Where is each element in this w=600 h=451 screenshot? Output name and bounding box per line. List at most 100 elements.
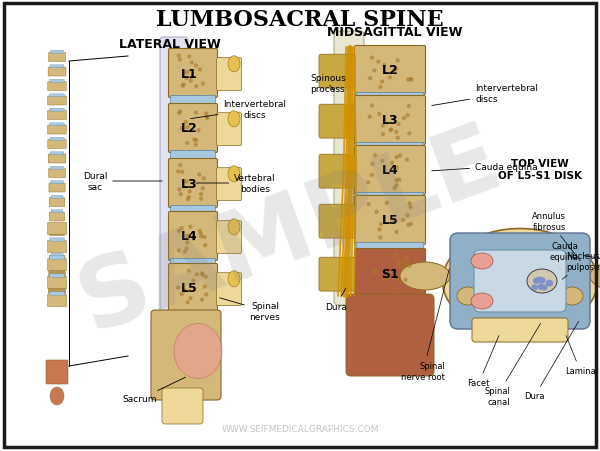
Circle shape [189,226,192,229]
FancyBboxPatch shape [170,259,215,272]
Text: L4: L4 [382,164,398,177]
Circle shape [187,270,190,272]
FancyBboxPatch shape [319,105,355,139]
Ellipse shape [174,324,222,379]
Text: TOP VIEW
OF L5-S1 DISK: TOP VIEW OF L5-S1 DISK [498,159,582,180]
Circle shape [195,86,198,88]
Text: L5: L5 [181,282,197,295]
Circle shape [406,214,409,217]
Circle shape [194,64,197,68]
FancyBboxPatch shape [47,259,67,271]
FancyBboxPatch shape [217,221,241,254]
Ellipse shape [471,293,493,309]
Text: Spinal
nerve root: Spinal nerve root [401,269,449,381]
Circle shape [542,285,547,290]
Text: LATERAL VIEW: LATERAL VIEW [119,37,221,51]
Ellipse shape [471,253,493,269]
FancyBboxPatch shape [49,271,65,279]
Circle shape [195,139,198,143]
FancyBboxPatch shape [217,168,241,201]
FancyBboxPatch shape [49,227,65,236]
Circle shape [179,193,182,196]
Circle shape [378,113,381,116]
Circle shape [177,55,180,58]
FancyBboxPatch shape [355,196,425,245]
Text: Dura: Dura [524,322,578,400]
FancyBboxPatch shape [334,32,364,305]
Circle shape [199,233,202,236]
Circle shape [203,236,206,239]
Circle shape [196,273,199,276]
Circle shape [398,155,401,157]
FancyBboxPatch shape [355,46,425,95]
Text: Spinal
nerves: Spinal nerves [220,298,280,321]
Circle shape [186,241,189,244]
Circle shape [185,248,188,250]
Circle shape [368,78,371,80]
FancyBboxPatch shape [49,256,65,265]
Circle shape [396,60,399,63]
Circle shape [404,279,407,281]
Circle shape [178,112,181,115]
FancyBboxPatch shape [50,292,64,295]
Circle shape [190,80,193,83]
FancyBboxPatch shape [47,277,67,289]
Text: L3: L3 [181,177,197,190]
Circle shape [193,139,196,142]
Circle shape [409,223,412,226]
Circle shape [392,219,395,222]
FancyBboxPatch shape [46,360,68,384]
FancyBboxPatch shape [50,138,64,141]
Ellipse shape [228,111,240,128]
Circle shape [184,290,187,293]
Text: S1: S1 [381,267,399,280]
Circle shape [178,111,181,114]
Circle shape [187,198,190,201]
Circle shape [410,79,413,82]
Circle shape [205,113,208,116]
FancyBboxPatch shape [49,198,65,207]
Circle shape [206,117,209,120]
FancyBboxPatch shape [50,238,64,242]
Circle shape [205,276,208,279]
Circle shape [395,166,398,170]
Circle shape [389,129,392,132]
Text: Cauda
equina: Cauda equina [549,242,600,261]
Circle shape [406,115,409,117]
FancyBboxPatch shape [170,151,215,164]
Circle shape [192,280,195,282]
Circle shape [408,133,411,136]
FancyBboxPatch shape [319,258,355,291]
Circle shape [382,280,385,282]
FancyBboxPatch shape [151,310,221,400]
Circle shape [192,238,195,241]
FancyBboxPatch shape [472,318,568,342]
Circle shape [379,86,382,89]
Circle shape [367,203,370,206]
Circle shape [395,231,398,234]
FancyBboxPatch shape [47,223,67,235]
Circle shape [205,293,208,296]
Circle shape [381,160,384,163]
Circle shape [409,206,412,209]
Circle shape [406,159,409,162]
Circle shape [200,193,203,196]
FancyBboxPatch shape [356,243,424,254]
Circle shape [397,137,400,140]
FancyBboxPatch shape [169,104,218,153]
Circle shape [200,198,203,201]
Circle shape [401,267,404,269]
Circle shape [367,182,370,184]
FancyBboxPatch shape [474,250,566,312]
FancyBboxPatch shape [48,140,66,149]
Text: Nucleus
pulposus: Nucleus pulposus [562,252,600,280]
Circle shape [178,230,181,233]
FancyBboxPatch shape [51,196,63,199]
FancyBboxPatch shape [346,295,434,376]
Circle shape [407,224,410,227]
FancyBboxPatch shape [217,273,241,306]
Circle shape [540,278,545,283]
FancyBboxPatch shape [49,184,65,193]
Circle shape [181,85,184,88]
Circle shape [394,254,397,257]
